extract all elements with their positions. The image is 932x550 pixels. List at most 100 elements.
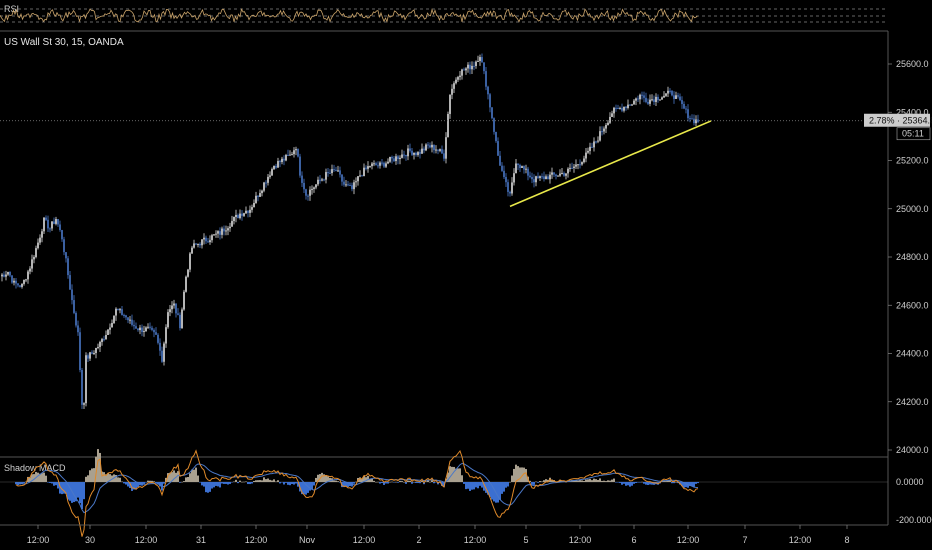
- candle-body: [53, 221, 55, 224]
- macd-hist-bar: [417, 482, 419, 484]
- candle-body: [597, 140, 599, 142]
- candle-body: [483, 62, 485, 72]
- macd-hist-bar: [65, 482, 67, 494]
- macd-hist-bar: [67, 482, 69, 500]
- candle-body: [681, 100, 683, 104]
- candle-body: [333, 169, 335, 171]
- candle-body: [29, 268, 31, 272]
- candle-body: [115, 308, 117, 316]
- candle-body: [331, 169, 333, 174]
- candle-body: [223, 228, 225, 232]
- candle-body: [617, 108, 619, 110]
- macd-hist-bar: [581, 480, 583, 482]
- time-tick-label: 2: [416, 535, 421, 545]
- macd-hist-bar: [547, 479, 549, 482]
- candle-body: [415, 152, 417, 155]
- candle-body: [655, 96, 657, 102]
- macd-hist-bar: [601, 480, 603, 482]
- candle-body: [123, 314, 125, 316]
- candle-body: [251, 207, 253, 210]
- candle-body: [505, 177, 507, 183]
- candle-body: [213, 234, 215, 236]
- price-axis[interactable]: 25600.0 25400.0 25200.0 25000.0 24800.0 24600…: [888, 59, 929, 455]
- candle-body: [649, 99, 651, 104]
- candle-body: [467, 64, 469, 69]
- macd-hist-bar: [313, 482, 315, 486]
- macd-hist-bar: [293, 482, 295, 485]
- candle-body: [45, 217, 47, 220]
- macd-hist-bar: [149, 480, 151, 482]
- macd-hist-bar: [279, 482, 281, 484]
- macd-hist-bar: [31, 474, 33, 482]
- macd-hist-bar: [613, 478, 615, 482]
- macd-hist-bar: [501, 482, 503, 494]
- macd-hist-bar: [369, 478, 371, 482]
- candle-body: [569, 167, 571, 169]
- candle-body: [253, 202, 255, 208]
- candle-body: [389, 156, 391, 162]
- macd-hist-bar: [181, 481, 183, 483]
- macd-hist-bar: [93, 468, 95, 482]
- macd-hist-bar: [89, 470, 91, 482]
- candle-body: [131, 319, 133, 325]
- candle-body: [237, 214, 239, 219]
- candle-body: [445, 137, 447, 159]
- macd-hist-bar: [309, 482, 311, 491]
- trendline[interactable]: [509, 120, 712, 208]
- macd-hist-bar: [425, 481, 427, 482]
- candle-body: [559, 173, 561, 176]
- candle-body: [77, 325, 79, 333]
- candle-body: [133, 324, 135, 327]
- candle-body: [61, 230, 63, 240]
- candle-body: [391, 156, 393, 159]
- candle-body: [243, 213, 245, 216]
- candle-body: [197, 243, 199, 245]
- candle-body: [433, 144, 435, 151]
- macd-hist-bar: [157, 482, 159, 484]
- macd-hist-bar: [597, 479, 599, 482]
- macd-hist-bar: [609, 480, 611, 482]
- macd-hist-bar: [107, 473, 109, 482]
- macd-hist-bar: [515, 464, 517, 482]
- candle-body: [151, 327, 153, 330]
- candle-body: [335, 169, 337, 171]
- macd-hist-bar: [579, 480, 581, 482]
- candle-body: [633, 100, 635, 105]
- macd-hist-bar: [227, 482, 229, 485]
- candle-body: [611, 113, 613, 117]
- candle-body: [97, 346, 99, 348]
- candle-body: [683, 103, 685, 109]
- macd-hist-bar: [317, 474, 319, 482]
- macd-hist-bar: [665, 481, 667, 482]
- candle-body: [449, 94, 451, 114]
- macd-hist-bar: [231, 482, 233, 483]
- time-tick-label: 12:00: [135, 535, 158, 545]
- candle-body: [303, 182, 305, 190]
- macd-hist-bar: [497, 482, 499, 503]
- macd-hist-bar: [257, 480, 259, 482]
- candle-body: [677, 95, 679, 97]
- candle-body: [497, 141, 499, 156]
- candle-body: [161, 350, 163, 362]
- candle-body: [341, 174, 343, 182]
- candle-body: [457, 77, 459, 80]
- candle-body: [615, 107, 617, 109]
- macd-hist-bar: [459, 468, 461, 482]
- candle-body: [207, 241, 209, 243]
- candle-body: [417, 152, 419, 155]
- candle-body: [469, 64, 471, 70]
- candle-body: [285, 154, 287, 161]
- candle-body: [367, 166, 369, 169]
- price-panel[interactable]: US Wall St 30, 15, OANDA: [0, 37, 868, 409]
- macd-tick-label: -200.0000: [896, 515, 932, 525]
- macd-hist-bar: [303, 482, 305, 495]
- macd-hist-bar: [283, 482, 285, 485]
- time-axis[interactable]: 12:00 30 12:00 31 12:00 Nov 12:00 2 12:00 5 12:00 6…: [27, 525, 850, 545]
- macd-hist-bar: [233, 481, 235, 483]
- macd-hist-bar: [623, 482, 625, 484]
- chart-title: US Wall St 30, 15, OANDA: [4, 37, 124, 48]
- candle-body: [345, 184, 347, 186]
- candle-body: [69, 275, 71, 290]
- macd-hist-bar: [637, 482, 639, 483]
